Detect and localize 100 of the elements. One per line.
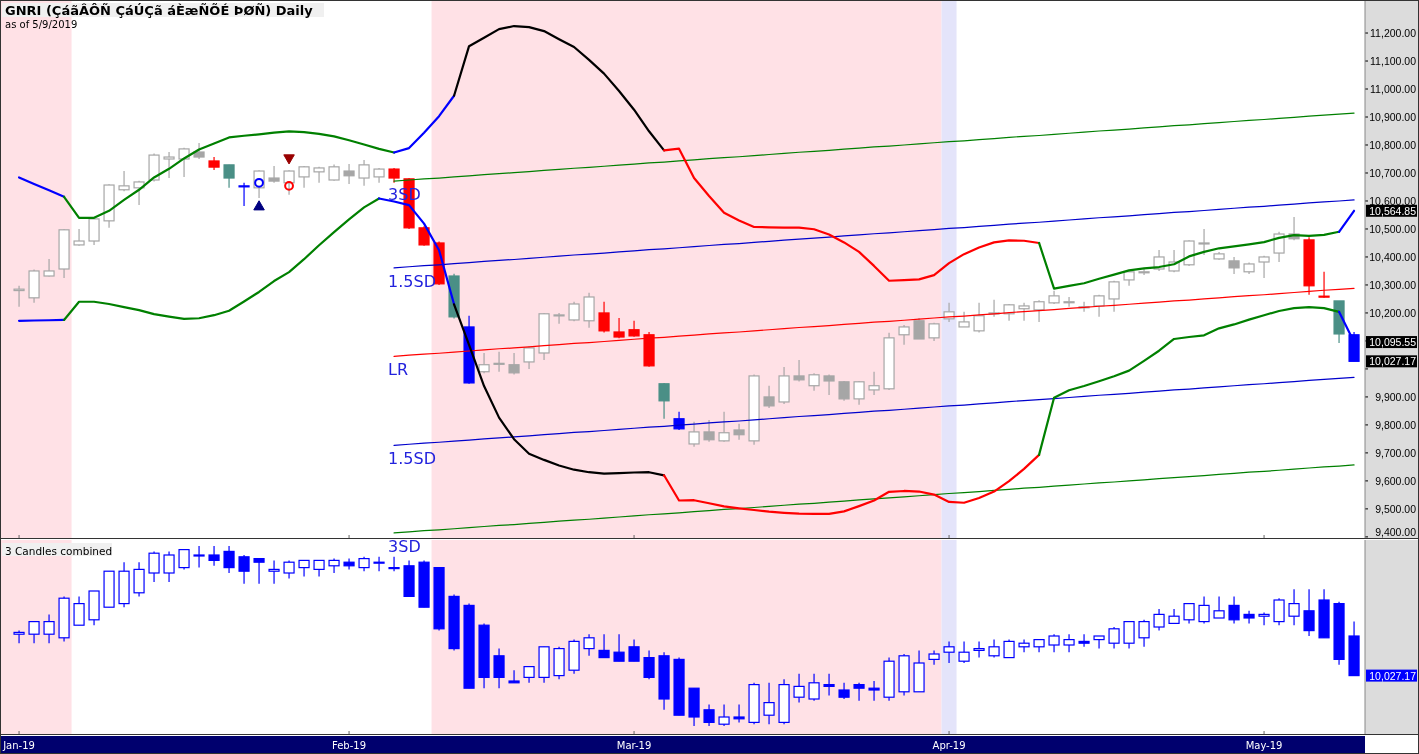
y-tick-label: 9,400.00 [1375,526,1417,538]
y-tick-label: 9,600.00 [1375,474,1417,487]
y-tick-label: 10,500.00 [1369,222,1417,235]
candlestick [1258,612,1270,626]
y-tick-label: 11,200.00 [1370,27,1417,40]
candlestick [268,165,280,184]
y-tick-label: 9,500.00 [1375,502,1417,515]
series-label: 1.5SD [388,271,436,291]
y-tick-label: 10,200.00 [1369,306,1417,319]
candlestick [763,682,775,725]
candlestick [493,648,505,689]
text: 10,564.85 [1369,204,1417,217]
y-tick-label: 9,700.00 [1375,446,1417,459]
candlestick [118,170,130,192]
text: as of 5/9/2019 [5,19,78,30]
candlestick [493,351,505,373]
candlestick [1018,302,1030,322]
y-tick-label: 10,300.00 [1369,278,1417,291]
candlestick [703,703,715,727]
candlestick [613,317,625,339]
candlestick [1243,610,1255,624]
candlestick [718,411,730,443]
candlestick [808,673,820,702]
candlestick [553,312,565,325]
candlestick [598,633,610,659]
candlestick [1273,597,1285,626]
line-series [1037,230,1341,290]
chart-title: 3 Candles combined [5,545,113,557]
candlestick [943,640,955,664]
line-series [662,147,1041,282]
candlestick [1108,280,1120,313]
candlestick [628,639,640,662]
candlestick [613,633,625,662]
candlestick [853,682,865,702]
candlestick [73,595,85,626]
line-series [17,176,66,198]
candlestick [928,649,940,666]
candlestick [1288,588,1300,626]
candlestick [298,559,310,578]
candlestick [478,352,490,374]
candlestick [238,554,250,585]
line-series [393,112,1355,182]
candlestick [1183,239,1195,267]
candlestick [898,324,910,346]
candlestick [418,225,430,247]
x-tick-label: May-19 [1245,740,1283,751]
candlestick [1093,635,1105,650]
candlestick [1198,595,1210,624]
candlestick [583,292,595,329]
y-tick-label: 11,100.00 [1370,55,1417,68]
y-tick-label: 10,900.00 [1369,111,1417,124]
candlestick [868,680,880,702]
y-tick-label: 10,700.00 [1369,166,1417,179]
x-tick-label: Mar-19 [616,740,652,751]
chart-title: GNRI (ÇáãÂÔÑ ÇáÚÇã áÈæÑÕÉ ÞØÑ) Daily [5,3,314,18]
y-tick-label: 10,400.00 [1369,250,1417,263]
candlestick [1153,608,1165,632]
candlestick [643,649,655,680]
candlestick [223,545,235,574]
candlestick [508,669,520,684]
candlestick [373,556,385,572]
y-tick-label: 9,800.00 [1375,418,1417,431]
candlestick [343,163,355,185]
candlestick [1123,621,1135,650]
candlestick [598,301,610,334]
candlestick [163,550,175,583]
y-tick-label: 9,900.00 [1375,390,1417,403]
candlestick [763,385,775,409]
candlestick [1213,595,1225,619]
candlestick [958,640,970,664]
candlestick [358,159,370,187]
candlestick [1273,231,1285,263]
candlestick [88,217,100,246]
candlestick [1078,633,1090,648]
candlestick [793,359,805,383]
candlestick [238,182,250,207]
candlestick [733,703,745,723]
candlestick [718,703,730,727]
x-tick-label: Apr-19 [932,740,966,751]
candlestick [178,549,190,570]
candlestick [793,673,805,704]
candlestick [1063,633,1075,653]
candlestick [973,640,985,659]
candlestick [73,228,85,247]
candlestick [868,371,880,396]
text: 10,095.55 [1369,336,1417,349]
candlestick [583,633,595,657]
candlestick [1303,588,1315,637]
candlestick [388,556,400,572]
candlestick [1198,228,1210,256]
candlestick [823,673,835,696]
candlestick [43,613,55,644]
candlestick [313,166,325,184]
line-series [393,376,1355,446]
candlestick [1063,296,1075,308]
line-series [452,303,666,477]
candlestick [658,382,670,420]
y-tick-label: 10,600.00 [1369,194,1417,207]
series-label: 1.5SD [388,449,436,469]
candlestick [13,630,25,644]
